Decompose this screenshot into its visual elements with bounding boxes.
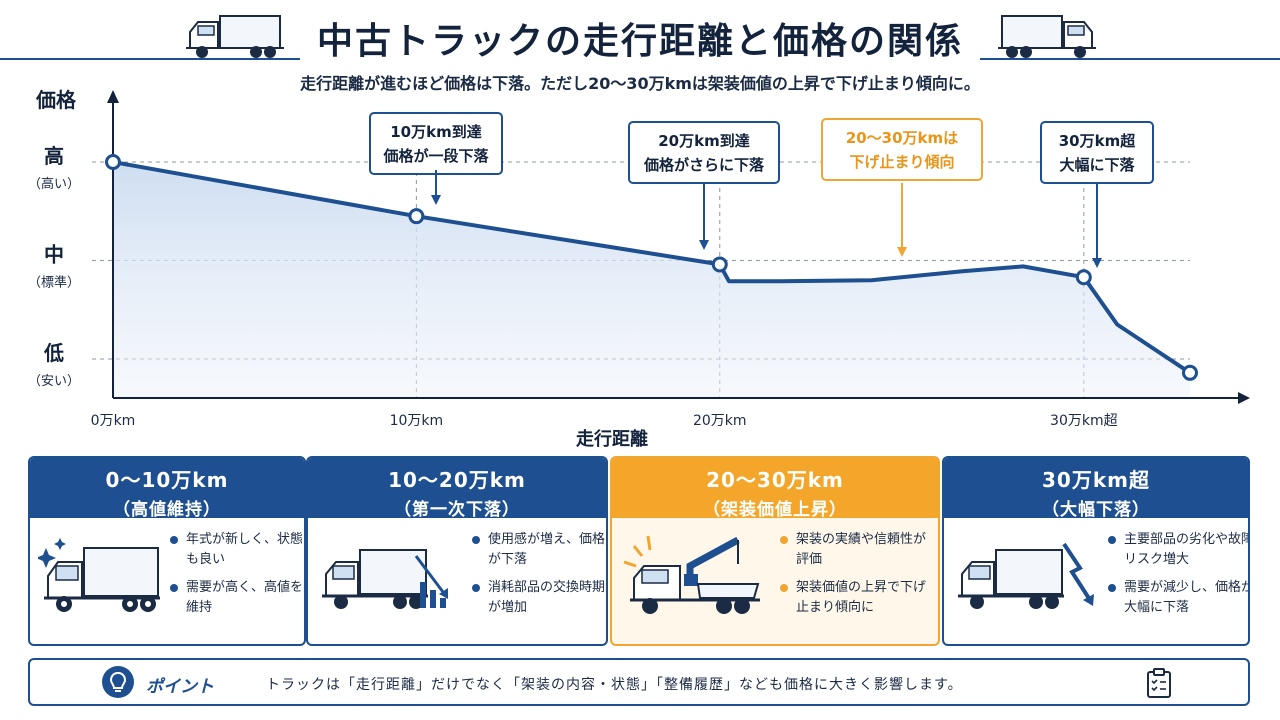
stage-label: （大幅下落） xyxy=(1042,500,1150,520)
point-label: ポイント xyxy=(146,677,214,697)
stage-card-header: 20〜30万km （架装価値上昇） xyxy=(612,458,938,520)
point-text: トラックは「走行距離」だけでなく「架装の内容・状態」「整備履歴」なども価格に大き… xyxy=(266,677,963,693)
bullet-item: 需要が減少し、価格が大幅に下落 xyxy=(1108,578,1248,618)
callout-text: 30万km超 xyxy=(1059,132,1136,150)
x-axis-label: 走行距離 xyxy=(576,428,648,450)
page-title: 中古トラックの走行距離と価格の関係 xyxy=(316,21,963,62)
point-banner: ポイント トラックは「走行距離」だけでなく「架装の内容・状態」「整備履歴」なども… xyxy=(28,658,1250,706)
callout-arrow-head xyxy=(699,240,709,250)
callout-text: 10万km到達 xyxy=(390,123,481,141)
bullet-item: 架装の実績や信頼性が評価 xyxy=(780,530,926,570)
callout-text: 下げ止まり傾向 xyxy=(849,153,954,171)
bullet-item: 使用感が増え、価格が下落 xyxy=(472,530,606,570)
stage-label: （架装価値上昇） xyxy=(703,500,847,520)
stage-card-20-30: 20〜30万km （架装価値上昇） 架装の実績や信頼性が評価 架装価値の上昇で下… xyxy=(610,456,940,646)
bullet-item: 消耗部品の交換時期が増加 xyxy=(472,578,606,618)
stage-bullets: 主要部品の劣化や故障リスク増大 需要が減少し、価格が大幅に下落 xyxy=(1108,530,1248,626)
title-rule-left xyxy=(0,58,300,60)
y-axis-arrow xyxy=(107,90,119,103)
title-rule-right xyxy=(980,58,1280,60)
stage-card-header: 30万km超 （大幅下落） xyxy=(944,458,1248,520)
callout-text: 価格がさらに下落 xyxy=(643,156,765,174)
data-point xyxy=(1075,269,1092,286)
stage-card-header: 0〜10万km （高値維持） xyxy=(30,458,304,520)
y-tick-sublabel: （高い） xyxy=(28,176,80,192)
bullet-item: 年式が新しく、状態も良い xyxy=(170,530,304,570)
truck-zigzag-down-icon xyxy=(958,542,1094,609)
data-point xyxy=(408,208,425,225)
bullet-item: 架装価値の上昇で下げ止まり傾向に xyxy=(780,578,926,618)
callout-text: 20万km到達 xyxy=(658,132,749,150)
y-tick-label: 高 xyxy=(44,144,64,168)
stage-card-header: 10〜20万km （第一次下落） xyxy=(308,458,606,520)
data-point xyxy=(711,256,728,273)
x-tick-label: 30万km超 xyxy=(1050,413,1118,429)
crane-truck-icon xyxy=(623,535,760,614)
lightbulb-icon xyxy=(102,666,134,698)
stage-range: 10〜20万km xyxy=(388,468,526,492)
stage-label: （第一次下落） xyxy=(394,500,520,520)
bullet-item: 需要が高く、高値を維持 xyxy=(170,578,304,618)
data-point xyxy=(1182,364,1198,381)
price-mileage-chart: 低 （安い） 中 （標準） 高 （高い） 0万km 10万km 20万km 30万km超 10万… xyxy=(28,88,1250,450)
y-tick-sublabel: （標準） xyxy=(28,275,80,291)
callout-arrow-head xyxy=(1092,258,1102,268)
callout-border xyxy=(821,118,983,181)
y-tick-label: 低 xyxy=(43,341,64,365)
truck-down-chart-icon xyxy=(322,549,448,609)
callout-text: 価格が一段下落 xyxy=(382,147,489,165)
data-point xyxy=(105,154,121,170)
callout-arrow-head xyxy=(431,195,441,205)
page-subtitle: 走行距離が進むほど価格は下落。ただし20〜30万kmは架装価値の上昇で下げ止まり… xyxy=(300,74,980,93)
x-tick-label: 0万km xyxy=(91,413,136,429)
stage-card-0-10: 0〜10万km （高値維持） 年式が新しく、状態も良い 需要が高く、高値を維持 xyxy=(28,456,306,646)
x-tick-label: 10万km xyxy=(390,413,444,429)
area-fill xyxy=(113,162,1190,398)
stage-range: 30万km超 xyxy=(1042,468,1150,492)
stage-bullets: 使用感が増え、価格が下落 消耗部品の交換時期が増加 xyxy=(472,530,606,626)
x-tick-label: 20万km xyxy=(693,413,747,429)
stage-range: 20〜30万km xyxy=(706,468,844,492)
stage-label: （高値維持） xyxy=(113,500,221,520)
stage-cards: 0〜10万km （高値維持） 年式が新しく、状態も良い 需要が高く、高値を維持 … xyxy=(28,456,1250,646)
y-tick-sublabel: （安い） xyxy=(28,374,80,389)
stage-card-30-plus: 30万km超 （大幅下落） 主要部品の劣化や故障リスク増大 需要が減少し、価格が… xyxy=(942,456,1250,646)
bullet-item: 主要部品の劣化や故障リスク増大 xyxy=(1108,530,1248,570)
callout-arrow-head xyxy=(897,247,907,257)
truck-sparkle-icon xyxy=(38,538,160,612)
stage-bullets: 年式が新しく、状態も良い 需要が高く、高値を維持 xyxy=(170,530,304,626)
stage-card-10-20: 10〜20万km （第一次下落） 使用感が増え、価格が下落 消耗部品の交換時期が… xyxy=(306,456,608,646)
series-line xyxy=(112,160,1192,375)
stage-range: 0〜10万km xyxy=(105,468,229,492)
x-axis-arrow xyxy=(1238,392,1250,404)
header-truck-left-icon xyxy=(186,15,284,58)
y-axis-label: 価格 xyxy=(35,88,77,112)
stage-bullets: 架装の実績や信頼性が評価 架装価値の上昇で下げ止まり傾向に xyxy=(780,530,926,626)
clipboard-checklist-icon xyxy=(1147,668,1171,698)
y-tick-label: 中 xyxy=(44,243,64,267)
callout-text: 20〜30万kmは xyxy=(846,129,958,147)
header-truck-right-icon xyxy=(998,15,1096,58)
callout-text: 大幅に下落 xyxy=(1059,156,1135,174)
